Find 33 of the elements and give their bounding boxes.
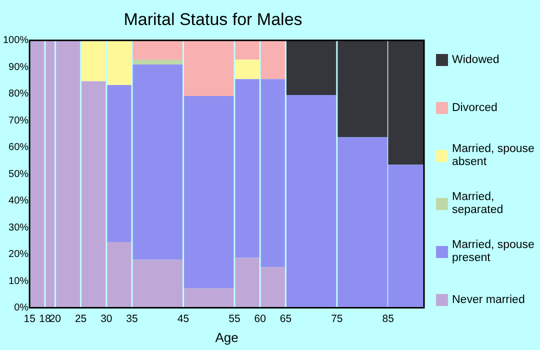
legend-label: Divorced [452,102,498,114]
y-tick-label: 90% [8,62,29,73]
y-tick-label: 60% [8,142,29,154]
chart-title: Marital Status for Males [124,10,302,29]
legend-label: Widowed [452,54,500,66]
x-tick-label: 20 [49,312,62,325]
x-tick-label: 15 [24,312,36,325]
x-tick-label: 65 [280,312,292,325]
x-tick-label: 18 [39,312,51,325]
legend-label: Married, separated [452,191,504,217]
y-tick-label: 20% [8,249,29,260]
x-axis-title: Age [215,330,238,345]
y-tick-label: 80% [8,88,29,100]
bar [235,60,260,80]
legend-label: Married, spouse present [452,239,536,265]
x-tick-label: 35 [126,312,138,325]
y-tick-label: 10% [8,276,29,287]
y-tick-label: 50% [8,168,29,180]
y-tick-label: 70% [8,115,29,126]
bar [132,60,182,64]
legend-label: Married, spouse absent [452,143,536,169]
x-tick-label: 25 [74,312,87,325]
x-tick-label: 85 [382,312,394,325]
x-tick-label: 60 [254,312,266,325]
y-tick-label: 0% [14,302,29,314]
x-tick-label: 30 [100,312,112,325]
y-tick-label: 100% [3,35,29,46]
legend-label: Never married [452,294,525,306]
y-tick-label: 40% [8,196,29,207]
x-tick-label: 75 [331,312,343,325]
y-tick-label: 30% [8,222,29,234]
x-tick-label: 55 [228,312,240,325]
x-tick-label: 45 [177,312,190,325]
